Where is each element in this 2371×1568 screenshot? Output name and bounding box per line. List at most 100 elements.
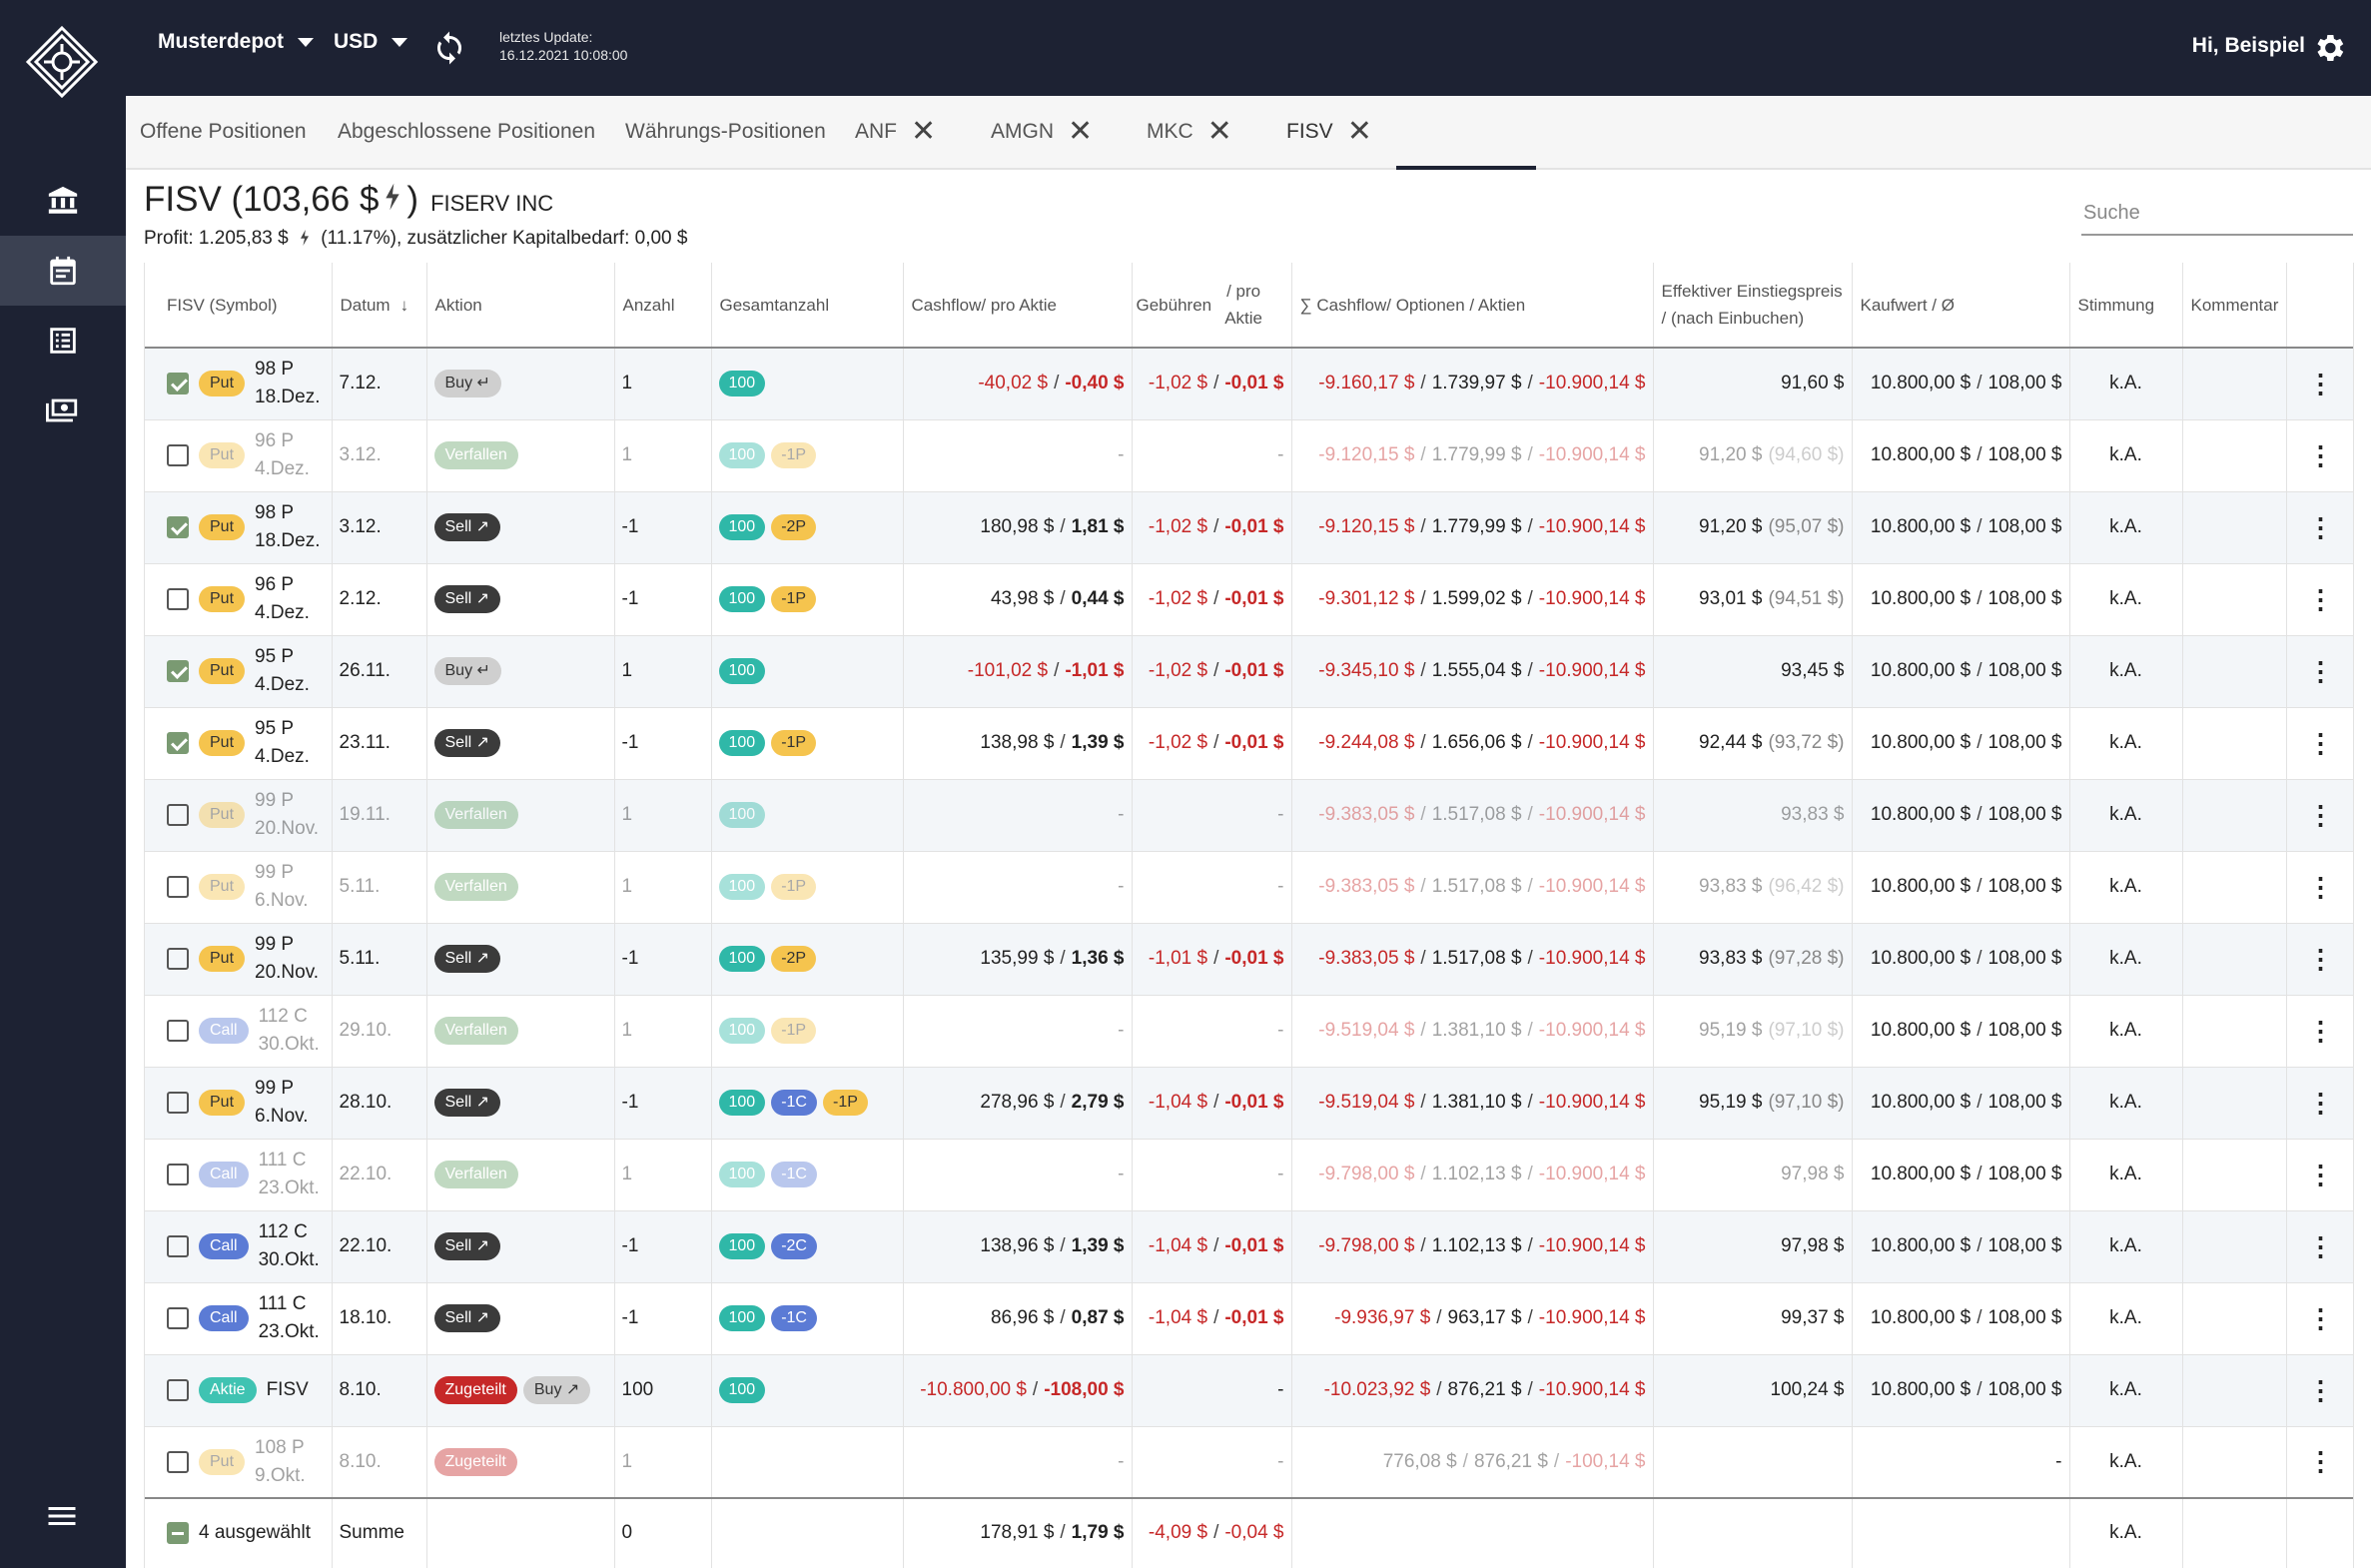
more-vert-icon[interactable]: ⋮	[2307, 583, 2334, 614]
more-vert-icon[interactable]: ⋮	[2307, 727, 2334, 758]
cell-comment[interactable]	[2182, 1282, 2287, 1355]
cell-comment[interactable]	[2182, 1426, 2287, 1499]
row-checkbox[interactable]	[167, 948, 189, 970]
gear-icon[interactable]	[2311, 30, 2347, 66]
tab-mkc[interactable]: MKC ✕	[1147, 96, 1232, 168]
action-badge[interactable]: Verfallen	[433, 1161, 518, 1188]
row-checkbox[interactable]	[167, 1307, 189, 1329]
action-badge[interactable]: Sell ↗	[433, 513, 501, 541]
row-checkbox[interactable]	[167, 444, 189, 466]
action-badge[interactable]: Buy ↗	[522, 1376, 591, 1404]
action-badge[interactable]: Sell ↗	[433, 729, 501, 757]
nav-money[interactable]	[0, 376, 126, 445]
row-checkbox[interactable]	[167, 804, 189, 826]
action-badge[interactable]: Buy ↵	[433, 370, 501, 398]
more-vert-icon[interactable]: ⋮	[2307, 511, 2334, 542]
tab-amgn[interactable]: AMGN ✕	[991, 96, 1093, 168]
action-badge[interactable]: Verfallen	[433, 801, 518, 829]
more-vert-icon[interactable]: ⋮	[2307, 1015, 2334, 1046]
action-badge[interactable]: Verfallen	[433, 873, 518, 901]
hamburger-menu-icon[interactable]	[44, 1498, 80, 1534]
more-vert-icon[interactable]: ⋮	[2307, 1446, 2334, 1477]
cell-comment[interactable]	[2182, 779, 2287, 852]
col-symbol[interactable]: FISV (Symbol)	[145, 263, 333, 349]
action-badge[interactable]: Zugeteilt	[433, 1447, 517, 1476]
close-icon[interactable]: ✕	[911, 115, 937, 148]
more-vert-icon[interactable]: ⋮	[2307, 1159, 2334, 1189]
cell-comment[interactable]	[2182, 923, 2287, 996]
cell-comment[interactable]	[2182, 419, 2287, 492]
close-icon[interactable]: ✕	[1068, 115, 1094, 148]
close-icon[interactable]: ✕	[1206, 115, 1232, 148]
action-badge[interactable]: Sell ↗	[433, 1304, 501, 1332]
more-vert-icon[interactable]: ⋮	[2307, 871, 2334, 902]
col-sum-cashflow[interactable]: ∑ Cashflow/ Optionen / Aktien	[1291, 263, 1654, 349]
row-checkbox[interactable]	[167, 1020, 189, 1042]
row-checkbox[interactable]	[167, 876, 189, 898]
col-kommentar[interactable]: Kommentar	[2182, 263, 2287, 349]
col-datum[interactable]: Datum ↓	[332, 263, 427, 349]
user-greeting[interactable]: Hi, Beispiel	[2191, 34, 2305, 57]
cell-comment[interactable]	[2182, 491, 2287, 564]
row-checkbox[interactable]	[167, 1092, 189, 1114]
tab-anf[interactable]: ANF ✕	[855, 96, 936, 168]
action-badge[interactable]: Sell ↗	[433, 945, 501, 973]
row-checkbox[interactable]	[167, 1379, 189, 1401]
close-icon[interactable]: ✕	[1346, 115, 1372, 148]
nav-calendar[interactable]	[0, 236, 126, 306]
select-all-checkbox[interactable]	[167, 1522, 189, 1545]
row-checkbox[interactable]	[167, 732, 189, 754]
more-vert-icon[interactable]: ⋮	[2307, 943, 2334, 974]
cell-comment[interactable]	[2182, 851, 2287, 924]
action-badge[interactable]: Sell ↗	[433, 1232, 501, 1260]
col-aktion[interactable]: Aktion	[426, 263, 615, 349]
more-vert-icon[interactable]: ⋮	[2307, 439, 2334, 470]
refresh-icon[interactable]	[431, 30, 467, 66]
action-badge[interactable]: Zugeteilt	[433, 1376, 517, 1404]
cell-comment[interactable]	[2182, 348, 2287, 420]
cell-comment[interactable]	[2182, 1139, 2287, 1211]
nav-list[interactable]	[0, 306, 126, 376]
cell-comment[interactable]	[2182, 1210, 2287, 1283]
more-vert-icon[interactable]: ⋮	[2307, 1374, 2334, 1405]
action-badge[interactable]: Sell ↗	[433, 1089, 501, 1117]
more-vert-icon[interactable]: ⋮	[2307, 655, 2334, 686]
col-gebuehren[interactable]: Gebühren / pro Aktie	[1132, 263, 1292, 349]
col-gesamtanzahl[interactable]: Gesamtanzahl	[711, 263, 904, 349]
more-vert-icon[interactable]: ⋮	[2307, 368, 2334, 398]
action-badge[interactable]: Verfallen	[433, 1017, 518, 1045]
col-stimmung[interactable]: Stimmung	[2069, 263, 2183, 349]
tab-abgeschlossene-positionen[interactable]: Abgeschlossene Positionen	[338, 96, 595, 168]
row-checkbox[interactable]	[167, 516, 189, 538]
col-anzahl[interactable]: Anzahl	[614, 263, 712, 349]
row-checkbox[interactable]	[167, 660, 189, 682]
depot-dropdown[interactable]: Musterdepot	[158, 30, 314, 54]
nav-bank[interactable]	[0, 166, 126, 236]
cell-comment[interactable]	[2182, 563, 2287, 636]
row-checkbox[interactable]	[167, 588, 189, 610]
cell-comment[interactable]	[2182, 635, 2287, 708]
row-checkbox[interactable]	[167, 373, 189, 395]
cell-comment[interactable]	[2182, 1067, 2287, 1140]
logo-icon[interactable]	[24, 24, 100, 100]
action-badge[interactable]: Buy ↵	[433, 657, 501, 685]
more-vert-icon[interactable]: ⋮	[2307, 1302, 2334, 1333]
cell-comment[interactable]	[2182, 1354, 2287, 1427]
currency-dropdown[interactable]: USD	[334, 30, 408, 54]
action-badge[interactable]: Sell ↗	[433, 585, 501, 613]
tab-offene-positionen[interactable]: Offene Positionen	[140, 96, 307, 168]
cell-comment[interactable]	[2182, 995, 2287, 1068]
row-checkbox[interactable]	[167, 1450, 189, 1473]
row-checkbox[interactable]	[167, 1235, 189, 1257]
tab-fisv[interactable]: FISV ✕	[1286, 96, 1372, 168]
cell-comment[interactable]	[2182, 707, 2287, 780]
more-vert-icon[interactable]: ⋮	[2307, 1230, 2334, 1261]
tab-waehrungs-positionen[interactable]: Währungs-Positionen	[625, 96, 826, 168]
col-cashflow[interactable]: Cashflow/ pro Aktie	[903, 263, 1133, 349]
more-vert-icon[interactable]: ⋮	[2307, 1087, 2334, 1118]
col-kaufwert[interactable]: Kaufwert / Ø	[1852, 263, 2070, 349]
row-checkbox[interactable]	[167, 1164, 189, 1185]
action-badge[interactable]: Verfallen	[433, 441, 518, 469]
more-vert-icon[interactable]: ⋮	[2307, 799, 2334, 830]
search-input[interactable]: Suche	[2081, 196, 2353, 236]
